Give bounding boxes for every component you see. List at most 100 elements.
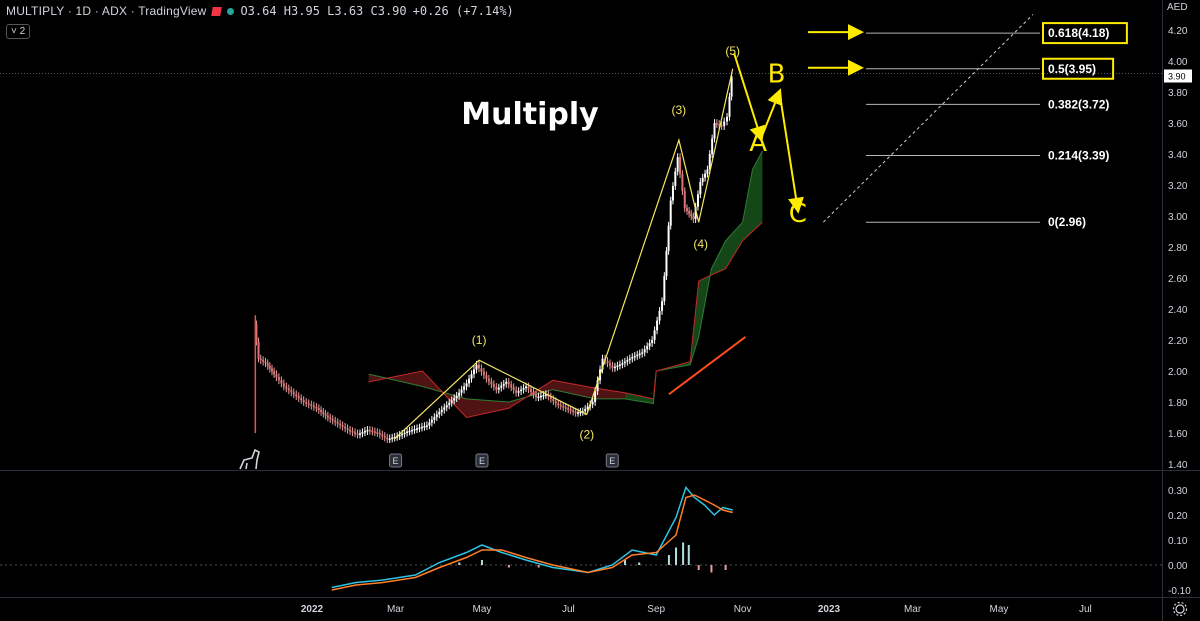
macd-histogram-bar <box>675 547 678 565</box>
candle-body <box>322 411 325 414</box>
candle-body <box>646 346 649 350</box>
candle-body <box>300 398 303 401</box>
candle-body <box>653 330 656 340</box>
candle-body <box>388 438 391 440</box>
macd-histogram-bar <box>458 562 461 565</box>
candle-body <box>572 410 575 413</box>
candle-body <box>671 186 674 201</box>
candle-body <box>522 388 525 390</box>
price-axis-tick: 2.80 <box>1168 243 1188 254</box>
candle-body <box>358 433 361 435</box>
candle-body <box>255 324 258 342</box>
candle-body <box>641 352 644 354</box>
candle-body <box>621 363 624 365</box>
candle-body <box>341 425 344 427</box>
symbol-header: MULTIPLY · 1D · ADX · TradingView O3.64 … <box>6 4 514 18</box>
candle-body <box>378 433 381 435</box>
candle-body <box>718 124 721 126</box>
candle-body <box>366 429 369 432</box>
wave-label: (2) <box>579 427 594 441</box>
symbol-label[interactable]: MULTIPLY · 1D · ADX · TradingView <box>6 4 207 18</box>
candle-body <box>295 394 298 397</box>
candle-body <box>356 433 359 435</box>
candle-body <box>559 404 562 407</box>
price-axis-tick: 2.40 <box>1168 305 1188 316</box>
candle-body <box>292 392 295 395</box>
price-axis-tick: 1.60 <box>1168 429 1188 440</box>
price-change: +0.26 (+7.14%) <box>412 4 514 18</box>
price-axis-tick: 2.20 <box>1168 336 1188 347</box>
projection-arrow <box>760 88 783 139</box>
macd-histogram-bar <box>507 565 510 568</box>
candle-body <box>638 353 641 356</box>
candle-body <box>270 368 273 372</box>
osc-axis-tick: 0.30 <box>1168 486 1188 497</box>
candle-body <box>567 408 570 410</box>
candle-body <box>658 310 661 321</box>
wave-label: (3) <box>672 103 687 117</box>
price-axis-tick: 4.20 <box>1168 26 1188 37</box>
candle-body <box>636 354 639 357</box>
candle-body <box>515 389 518 393</box>
candle-body <box>542 395 545 397</box>
candle-body <box>435 414 438 418</box>
candle-body <box>713 123 716 139</box>
earnings-event-label: E <box>479 456 485 466</box>
projection-arrow <box>778 91 804 214</box>
candle-body <box>674 171 677 187</box>
earnings-event-marker <box>475 453 489 468</box>
candle-body <box>562 405 565 408</box>
flag-icon[interactable] <box>211 6 223 16</box>
candle-body <box>539 395 542 398</box>
gear-teeth <box>1172 601 1188 617</box>
time-axis-tick: May <box>473 604 492 615</box>
macd-signal-line <box>331 494 733 591</box>
candle-body <box>694 206 697 220</box>
candle-body <box>326 415 329 418</box>
candle-body <box>418 427 421 430</box>
candle-body <box>601 358 604 370</box>
ichimoku-cloud-segment <box>625 268 712 404</box>
candle-body <box>280 380 283 384</box>
tradingview-dino-icon <box>239 448 260 470</box>
market-status-icon <box>227 7 235 15</box>
indicators-collapse-button[interactable]: ˅ 2 <box>6 24 31 39</box>
candle-body <box>656 320 659 331</box>
candle-body <box>458 392 461 396</box>
candle-body <box>262 360 265 362</box>
candle-body <box>534 394 537 398</box>
candle-body <box>665 250 668 277</box>
time-axis-tick: Jul <box>562 604 575 615</box>
candle-body <box>361 432 364 434</box>
candle-body <box>470 374 473 379</box>
osc-axis-tick: 0.20 <box>1168 511 1188 522</box>
fib-diagonal <box>822 14 1034 223</box>
time-axis-tick: Mar <box>387 604 405 615</box>
candle-body <box>544 394 547 396</box>
candle-body <box>438 412 441 415</box>
candle-body <box>574 411 577 414</box>
macd-histogram-bar <box>624 560 627 565</box>
candle-body <box>502 383 505 386</box>
projection-label: A <box>749 128 767 158</box>
candle-body <box>667 225 670 251</box>
price-axis-tick: 2.60 <box>1168 274 1188 285</box>
candle-body <box>408 430 411 433</box>
currency-selector[interactable]: AED <box>1167 2 1188 13</box>
settings-gear-icon[interactable] <box>1172 601 1188 617</box>
candle-body <box>259 358 262 361</box>
candle-body <box>591 402 594 405</box>
candle-body <box>339 423 342 426</box>
candle-body <box>643 349 646 353</box>
candle-body <box>723 121 726 127</box>
macd-histogram-bar <box>638 562 641 565</box>
candle-body <box>552 398 555 402</box>
candle-body <box>468 378 471 384</box>
candle-body <box>317 408 320 411</box>
candle-body <box>554 401 557 404</box>
candle-body <box>415 428 418 430</box>
fib-level-label: 0.5(3.95) <box>1048 62 1096 76</box>
candle-body <box>320 410 323 412</box>
price-axis-tick: 3.40 <box>1168 150 1188 161</box>
